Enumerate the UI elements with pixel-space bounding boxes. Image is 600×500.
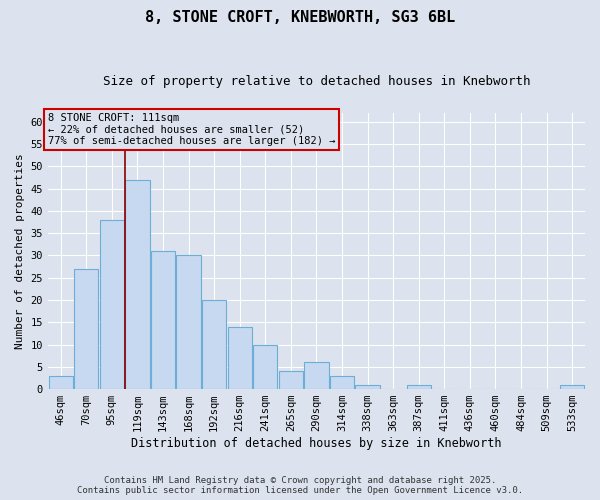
Bar — [279, 372, 303, 389]
Bar — [74, 269, 98, 389]
Y-axis label: Number of detached properties: Number of detached properties — [15, 153, 25, 349]
Bar — [355, 384, 380, 389]
Bar — [176, 256, 201, 389]
Bar — [151, 251, 175, 389]
Bar — [560, 384, 584, 389]
Bar — [304, 362, 329, 389]
Bar — [49, 376, 73, 389]
Text: 8, STONE CROFT, KNEBWORTH, SG3 6BL: 8, STONE CROFT, KNEBWORTH, SG3 6BL — [145, 10, 455, 25]
Title: Size of property relative to detached houses in Knebworth: Size of property relative to detached ho… — [103, 75, 530, 88]
Bar — [253, 344, 277, 389]
Bar — [100, 220, 124, 389]
Bar — [407, 384, 431, 389]
Bar — [202, 300, 226, 389]
Bar — [330, 376, 354, 389]
Bar — [125, 180, 149, 389]
Bar — [227, 326, 252, 389]
Text: Contains HM Land Registry data © Crown copyright and database right 2025.
Contai: Contains HM Land Registry data © Crown c… — [77, 476, 523, 495]
X-axis label: Distribution of detached houses by size in Knebworth: Distribution of detached houses by size … — [131, 437, 502, 450]
Text: 8 STONE CROFT: 111sqm
← 22% of detached houses are smaller (52)
77% of semi-deta: 8 STONE CROFT: 111sqm ← 22% of detached … — [48, 113, 335, 146]
